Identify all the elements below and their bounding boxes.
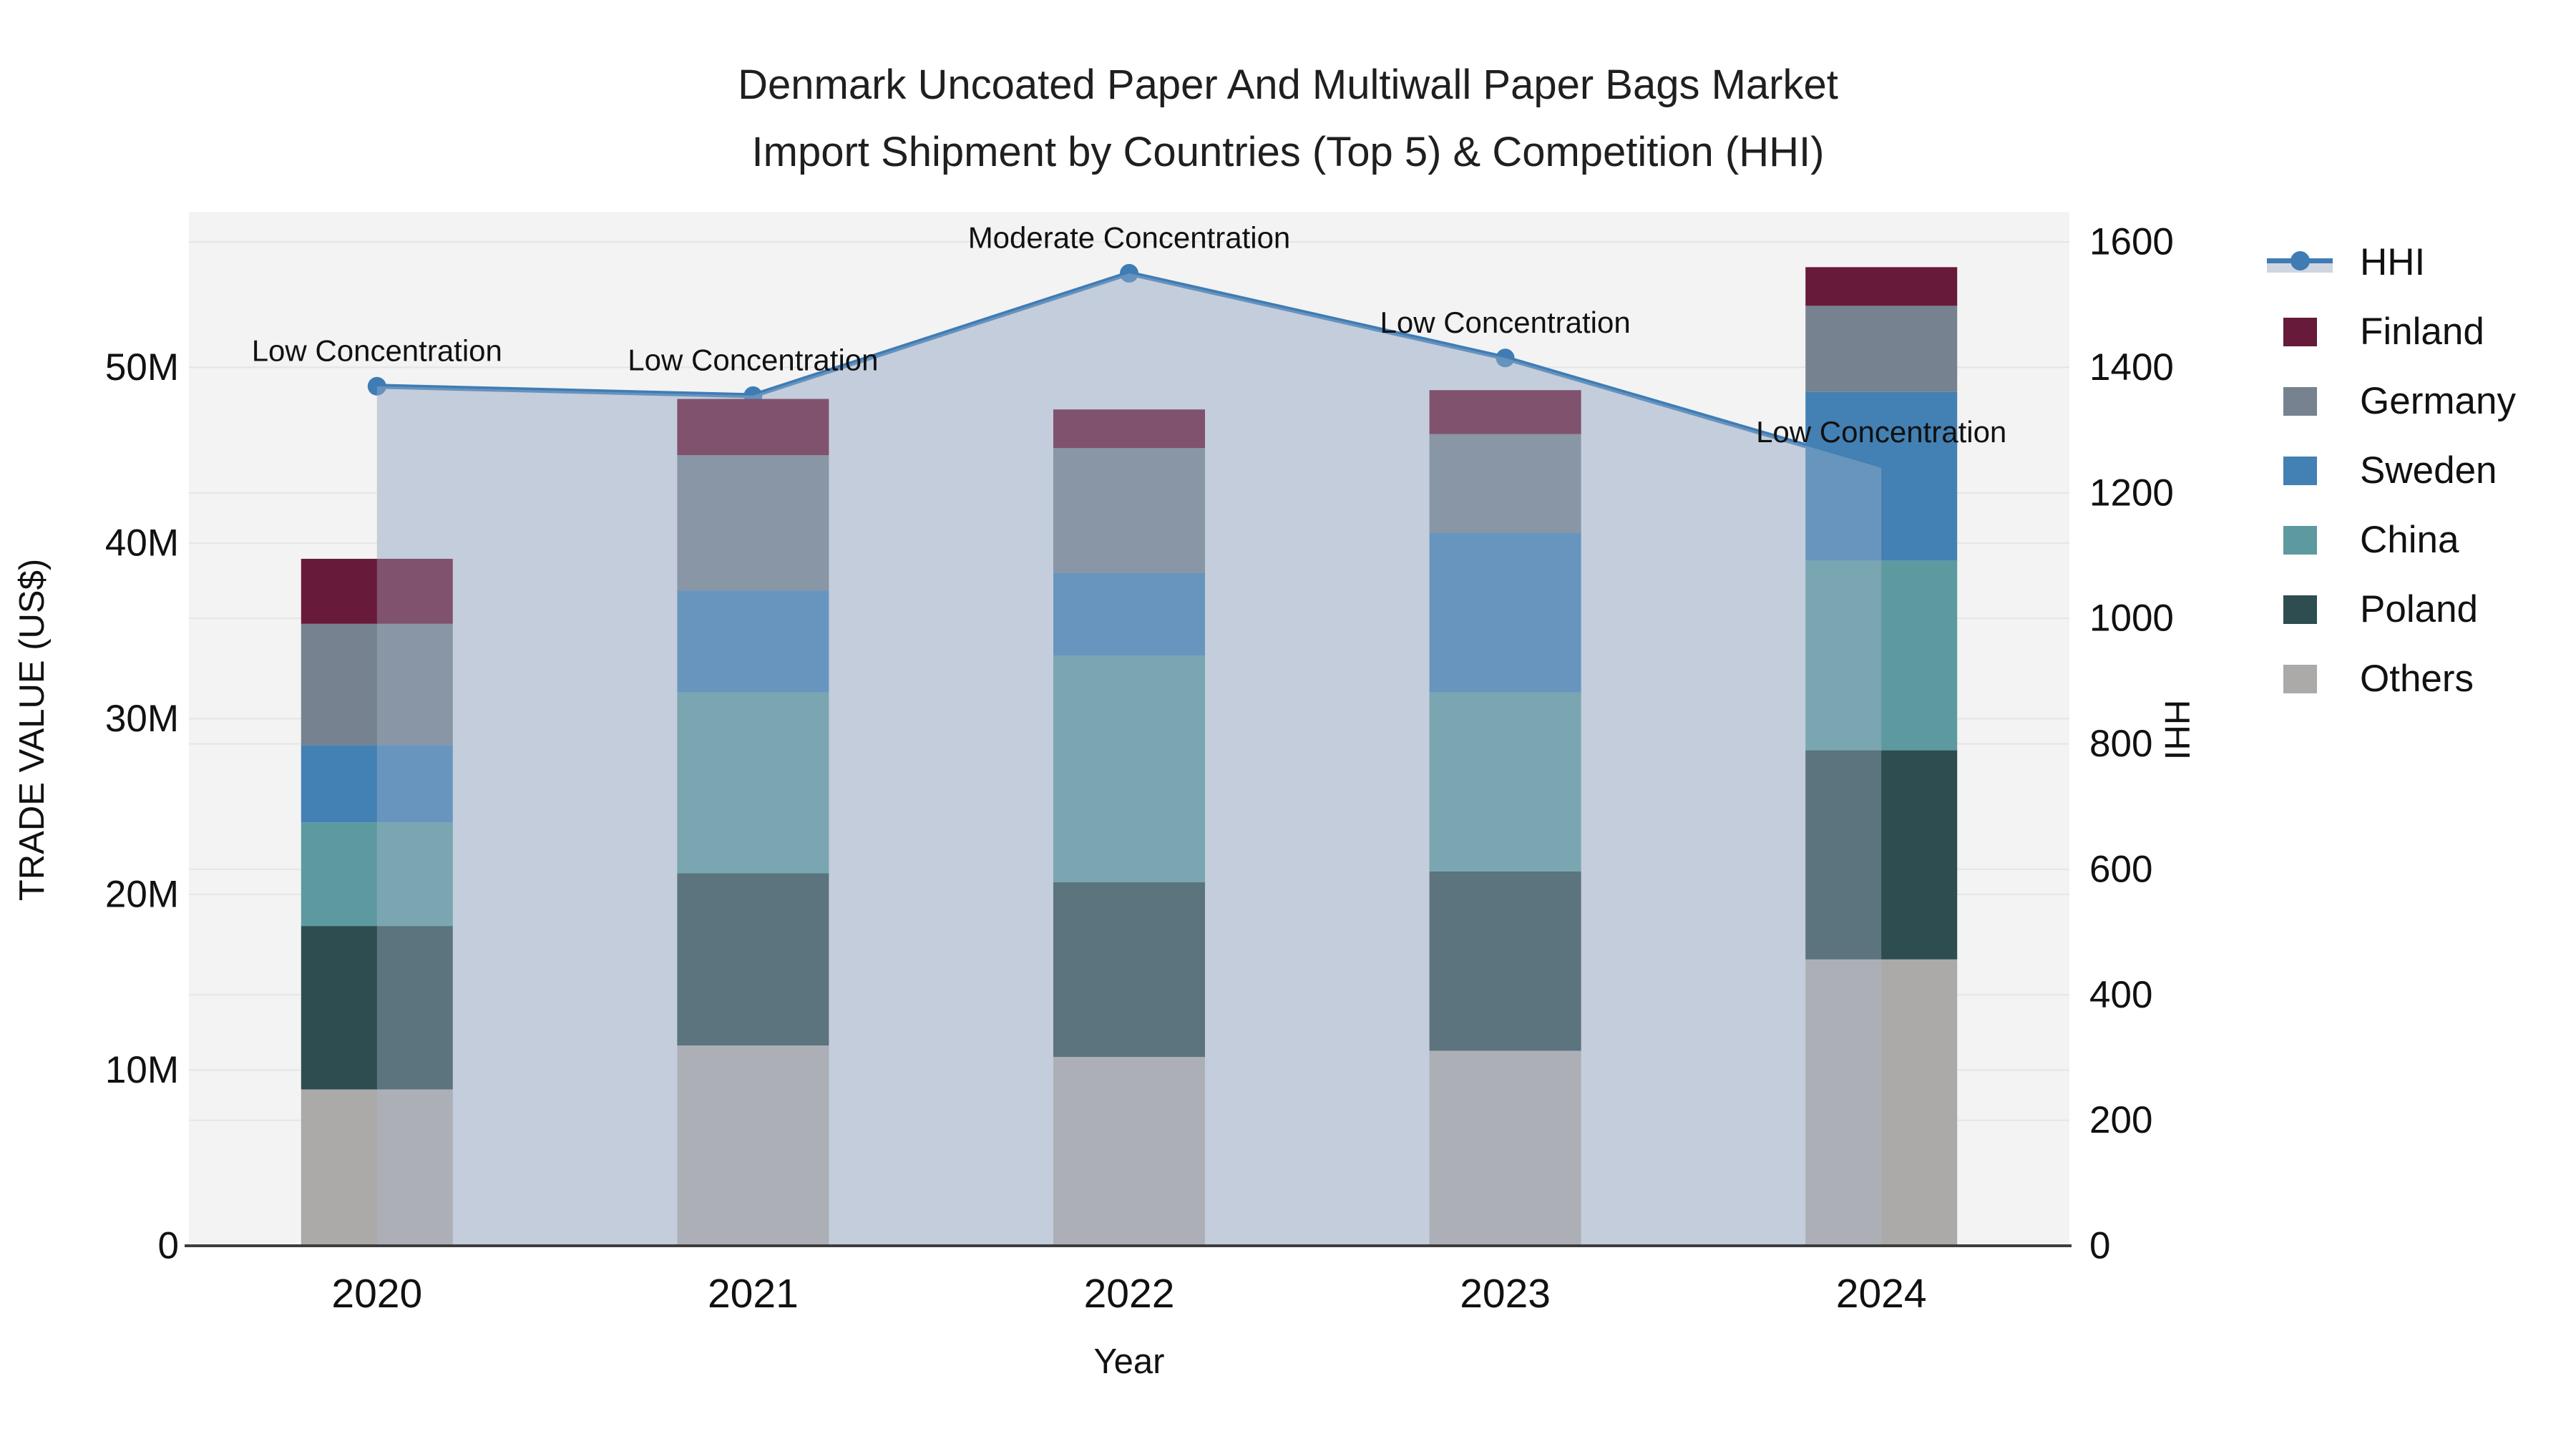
annotation-2024: Low Concentration xyxy=(1756,415,2006,449)
sweden-swatch xyxy=(2283,456,2317,485)
legend-item-others[interactable]: Others xyxy=(2267,644,2516,713)
bar-segment-china-2020[interactable] xyxy=(301,822,453,927)
hhi-marker-2022[interactable] xyxy=(1120,263,1138,283)
bar-segment-germany-2020[interactable] xyxy=(301,623,453,746)
legend-item-china[interactable]: China xyxy=(2267,505,2516,575)
y-right-tick-600: 600 xyxy=(2089,848,2152,890)
bar-segment-sweden-2023[interactable] xyxy=(1429,532,1581,693)
y-right-tick-1400: 1400 xyxy=(2089,346,2174,389)
chart-title-line1: Denmark Uncoated Paper And Multiwall Pap… xyxy=(738,62,1838,108)
y-axis-title-right: HHI xyxy=(2157,699,2196,761)
y-right-tick-200: 200 xyxy=(2089,1099,2152,1141)
bar-segment-china-2021[interactable] xyxy=(677,692,829,874)
finland-swatch xyxy=(2283,317,2317,346)
chart-title: Denmark Uncoated Paper And Multiwall Pap… xyxy=(0,52,2576,186)
y-left-tick-30M: 30M xyxy=(105,698,179,740)
y-left-tick-20M: 20M xyxy=(105,873,179,915)
y-left-tick-0: 0 xyxy=(158,1225,179,1267)
y-right-tick-800: 800 xyxy=(2089,723,2152,765)
x-tick-2020: 2020 xyxy=(331,1271,422,1317)
bar-segment-sweden-2022[interactable] xyxy=(1053,572,1205,655)
bar-segment-germany-2022[interactable] xyxy=(1053,448,1205,573)
bar-segment-germany-2021[interactable] xyxy=(677,455,829,591)
hhi-marker-dot-icon xyxy=(2290,250,2310,270)
legend-item-sweden[interactable]: Sweden xyxy=(2267,436,2516,505)
annotation-2020: Low Concentration xyxy=(252,333,502,367)
legend-label: Germany xyxy=(2360,380,2516,422)
annotation-2022: Moderate Concentration xyxy=(968,220,1291,254)
bar-segment-poland-2023[interactable] xyxy=(1429,872,1581,1051)
bar-segment-poland-2021[interactable] xyxy=(677,873,829,1046)
x-tick-2022: 2022 xyxy=(1084,1271,1175,1317)
bar-segment-germany-2024[interactable] xyxy=(1805,306,1958,392)
china-swatch xyxy=(2283,525,2317,555)
y-right-tick-1600: 1600 xyxy=(2089,221,2174,263)
bar-segment-finland-2023[interactable] xyxy=(1429,390,1581,434)
hhi-marker-2020[interactable] xyxy=(367,376,386,396)
bar-segment-others-2024[interactable] xyxy=(1805,959,1958,1246)
bar-segment-others-2022[interactable] xyxy=(1053,1057,1205,1246)
x-axis-title: Year xyxy=(1093,1342,1165,1381)
hhi-line-sample-icon xyxy=(2267,248,2333,277)
legend-item-germany[interactable]: Germany xyxy=(2267,366,2516,436)
annotation-2021: Low Concentration xyxy=(628,343,878,376)
bar-segment-sweden-2024[interactable] xyxy=(1805,391,1958,561)
legend-label: Others xyxy=(2360,658,2474,700)
hhi-band-overlay xyxy=(376,273,1882,1246)
x-tick-2023: 2023 xyxy=(1460,1271,1551,1317)
y-right-tick-400: 400 xyxy=(2089,974,2152,1016)
legend: HHI Finland Germany Sweden China Poland … xyxy=(2267,228,2516,713)
legend-item-hhi[interactable]: HHI xyxy=(2267,228,2516,297)
chart-title-line2: Import Shipment by Countries (Top 5) & C… xyxy=(751,129,1825,175)
hhi-marker-2023[interactable] xyxy=(1496,348,1515,368)
bar-segment-poland-2024[interactable] xyxy=(1805,750,1958,960)
legend-label: Poland xyxy=(2360,588,2479,630)
bar-segment-others-2021[interactable] xyxy=(677,1045,829,1246)
bar-segment-sweden-2020[interactable] xyxy=(301,745,453,823)
y-axis-title-left: TRADE VALUE (US$) xyxy=(13,558,52,902)
x-tick-2024: 2024 xyxy=(1836,1271,1927,1317)
annotation-2023: Low Concentration xyxy=(1380,306,1630,339)
bar-segment-poland-2022[interactable] xyxy=(1053,882,1205,1058)
legend-item-finland[interactable]: Finland xyxy=(2267,297,2516,366)
y-right-tick-1200: 1200 xyxy=(2089,472,2174,514)
x-tick-2021: 2021 xyxy=(708,1271,799,1317)
bar-segment-others-2023[interactable] xyxy=(1429,1050,1581,1246)
bar-segment-finland-2021[interactable] xyxy=(677,399,829,456)
bar-segment-germany-2023[interactable] xyxy=(1429,434,1581,533)
bar-segment-finland-2020[interactable] xyxy=(301,558,453,624)
y-left-tick-40M: 40M xyxy=(105,522,179,564)
y-left-tick-10M: 10M xyxy=(105,1049,179,1091)
legend-label: Finland xyxy=(2360,311,2484,353)
legend-label: China xyxy=(2360,519,2459,561)
bar-segment-china-2023[interactable] xyxy=(1429,692,1581,872)
others-swatch xyxy=(2283,664,2317,693)
germany-swatch xyxy=(2283,386,2317,416)
bar-segment-finland-2024[interactable] xyxy=(1805,267,1958,306)
legend-label: Sweden xyxy=(2360,449,2497,492)
legend-label: HHI xyxy=(2360,241,2426,283)
bar-segment-finland-2022[interactable] xyxy=(1053,409,1205,449)
y-right-tick-1000: 1000 xyxy=(2089,597,2174,640)
y-left-tick-50M: 50M xyxy=(105,346,179,389)
bar-segment-poland-2020[interactable] xyxy=(301,926,453,1090)
y-right-tick-0: 0 xyxy=(2089,1225,2110,1267)
bar-segment-china-2022[interactable] xyxy=(1053,655,1205,882)
bar-segment-sweden-2021[interactable] xyxy=(677,590,829,693)
bar-segment-others-2020[interactable] xyxy=(301,1089,453,1246)
poland-swatch xyxy=(2283,595,2317,624)
legend-item-poland[interactable]: Poland xyxy=(2267,575,2516,644)
bar-segment-china-2024[interactable] xyxy=(1805,560,1958,751)
